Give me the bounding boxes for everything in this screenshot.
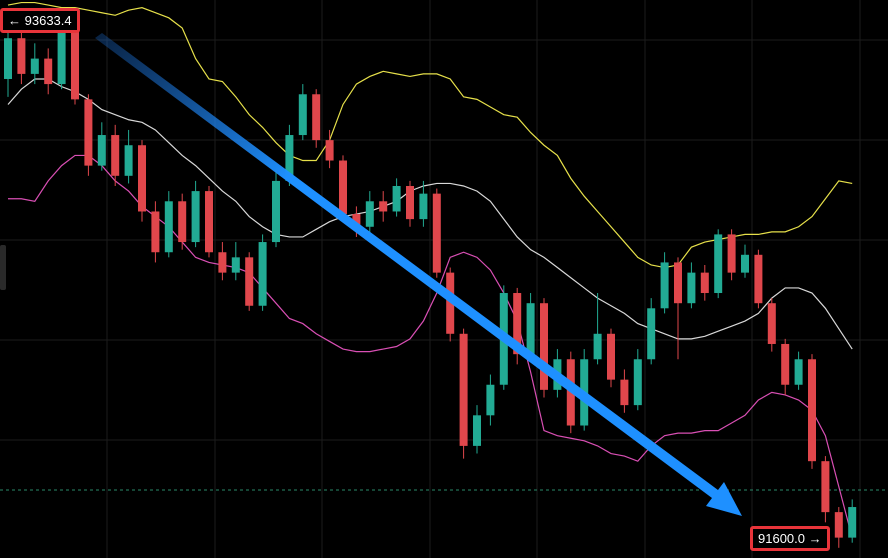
candle-body [124, 145, 133, 176]
candle-body [285, 135, 294, 181]
candle-body [298, 94, 307, 136]
candle-body [754, 254, 763, 304]
end-price-tag: 91600.0 → [750, 525, 830, 551]
candle-body [513, 293, 522, 355]
candle-body [111, 135, 120, 176]
candle-body [821, 461, 830, 513]
candle-body [325, 140, 334, 161]
candle-body [57, 28, 66, 85]
candle-body [272, 180, 280, 243]
band-line [7, 1, 853, 269]
band-line [8, 154, 853, 538]
candle-body [741, 254, 749, 273]
candle-body [379, 201, 388, 212]
candle-body [794, 359, 803, 385]
candle-body [607, 333, 615, 380]
candle-body [191, 191, 200, 243]
candle-body [4, 38, 12, 79]
start-price-tag: ← 93633.4 [0, 7, 80, 33]
candle-body [593, 333, 602, 360]
candle-body [660, 262, 669, 309]
candle-body [446, 272, 455, 334]
candle-body [633, 359, 642, 406]
candle-body [808, 359, 816, 462]
candle-body [339, 160, 347, 215]
candle-body [620, 379, 629, 406]
candle-body [17, 38, 26, 74]
candle-body [432, 193, 441, 273]
candle-body [767, 303, 776, 344]
candle-body [647, 308, 656, 360]
candle-body [205, 191, 213, 253]
trend-arrow [95, 33, 742, 516]
candle-body [727, 234, 736, 273]
candle-body [700, 272, 709, 294]
candle-body [97, 135, 106, 166]
candle-body [71, 28, 79, 100]
candle-body [419, 193, 428, 220]
candle-body [151, 211, 160, 253]
candle-body [245, 257, 254, 306]
band-line [7, 78, 853, 350]
candle-body [30, 58, 39, 74]
candle-body [473, 415, 481, 446]
candle-body [352, 214, 361, 227]
start-price: 93633.4 [24, 12, 72, 28]
candle-body [687, 272, 696, 304]
side-handle[interactable] [0, 245, 6, 290]
candle-body [674, 262, 682, 304]
candle-body [540, 303, 548, 390]
candle-body [526, 303, 535, 355]
candle-body [164, 201, 173, 253]
candle-body [406, 186, 414, 220]
candle-body [312, 94, 321, 141]
candle-body [218, 252, 227, 273]
candle-body [459, 333, 468, 446]
left-arrow-icon: ← [8, 12, 21, 28]
candle-body [178, 201, 187, 243]
candle-body [781, 343, 790, 385]
candle-body [392, 186, 401, 212]
candle-body [365, 201, 374, 227]
candle-body [44, 58, 53, 85]
candle-body [84, 99, 93, 166]
candle-body [848, 507, 857, 538]
candle-body [486, 384, 495, 416]
end-price: 91600.0 [758, 530, 805, 546]
candle-body [834, 512, 843, 538]
candle-body [258, 242, 267, 306]
candle-body [231, 257, 240, 273]
candle-body [714, 234, 723, 294]
candle-body [138, 145, 146, 212]
right-arrow-icon: → [808, 530, 822, 546]
